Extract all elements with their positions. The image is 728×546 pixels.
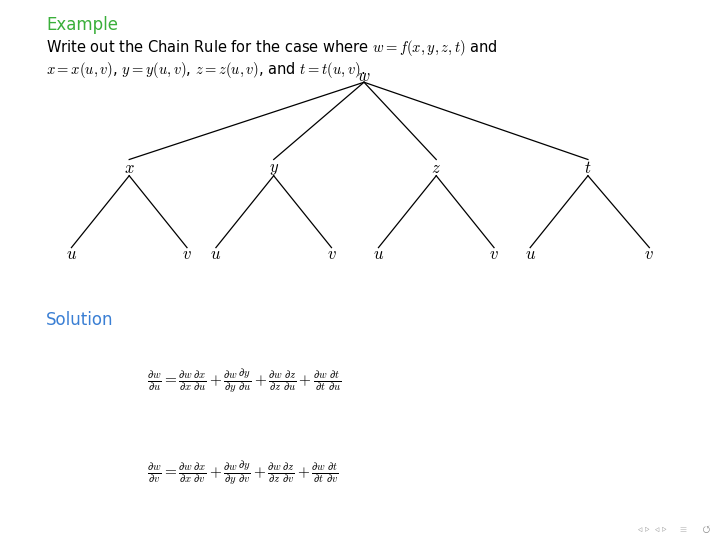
Text: $x$: $x$ [124, 159, 135, 176]
Text: $v$: $v$ [182, 245, 192, 263]
Text: $v$: $v$ [644, 245, 654, 263]
Text: $x = x(u, v)$, $y = y(u, v)$, $z = z(u, v)$, and $t = t(u, v)$.: $x = x(u, v)$, $y = y(u, v)$, $z = z(u, … [46, 60, 365, 80]
Text: $z$: $z$ [432, 159, 441, 176]
Text: $u$: $u$ [66, 245, 77, 263]
Text: $v$: $v$ [489, 245, 499, 263]
Text: $\frac{\partial w}{\partial u} = \frac{\partial w}{\partial x}\frac{\partial x}{: $\frac{\partial w}{\partial u} = \frac{\… [147, 367, 341, 395]
Text: $\triangleleft$ $\triangleright$  $\triangleleft$ $\triangleright$    $\equiv$  : $\triangleleft$ $\triangleright$ $\trian… [637, 523, 711, 535]
Text: $y$: $y$ [269, 159, 279, 176]
Text: Example: Example [46, 16, 118, 34]
Text: $u$: $u$ [373, 245, 384, 263]
Text: Write out the Chain Rule for the case where $w = f(x, y, z, t)$ and: Write out the Chain Rule for the case wh… [46, 38, 498, 58]
Text: $\frac{\partial w}{\partial v} = \frac{\partial w}{\partial x}\frac{\partial x}{: $\frac{\partial w}{\partial v} = \frac{\… [147, 459, 339, 487]
Text: Solution: Solution [46, 311, 114, 329]
Text: $u$: $u$ [210, 245, 221, 263]
Text: $v$: $v$ [327, 245, 336, 263]
Text: $u$: $u$ [525, 245, 536, 263]
Text: $w$: $w$ [357, 67, 371, 85]
Text: $t$: $t$ [584, 159, 592, 176]
